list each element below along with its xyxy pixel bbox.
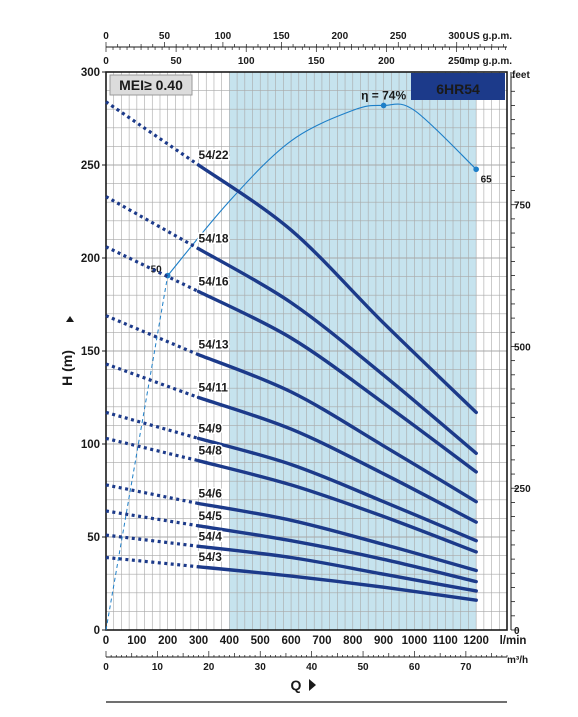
- y-right-tick-label: 0: [514, 626, 520, 637]
- curve-54-11-dashed: [105, 362, 200, 400]
- x-lmin-tick-label: 200: [158, 635, 177, 647]
- curve-label-54-22: 54/22: [199, 148, 229, 162]
- x-impgpm-tick-label: 0: [103, 56, 109, 67]
- x-lmin-tick-label: 700: [312, 635, 331, 647]
- x-usgpm-tick-label: 150: [273, 31, 290, 42]
- curve-54-18-dashed: [105, 195, 200, 251]
- curve-label-54-16: 54/16: [199, 274, 229, 288]
- curve-54-9: [196, 436, 478, 543]
- x-lmin-tick-label: 100: [127, 635, 146, 647]
- x-usgpm-tick-label: 50: [159, 31, 171, 42]
- x-m3h-tick-label: 10: [152, 662, 164, 673]
- curve-54-3: [196, 565, 478, 602]
- y-left-tick-label: 300: [81, 67, 100, 79]
- x-m3h-tick-label: 70: [460, 662, 472, 673]
- curve-54-6: [196, 501, 478, 573]
- x-m3h-tick-label: 60: [409, 662, 421, 673]
- curve-54-3-dashed: [105, 555, 199, 569]
- x-impgpm-tick-label: 50: [171, 56, 183, 67]
- x-usgpm-tick-label: 300: [448, 31, 465, 42]
- mei-label: MEI≥ 0.40: [119, 77, 183, 93]
- x-impgpm-tick-label: 100: [238, 56, 255, 67]
- x-usgpm-unit: US g.p.m.: [466, 31, 512, 42]
- x-usgpm-tick-label: 0: [103, 31, 109, 42]
- efficiency-label-50: 50: [151, 265, 163, 276]
- y-left-axis-title: H (m): [59, 350, 75, 386]
- curve-label-54-13: 54/13: [199, 338, 229, 352]
- curve-54-13: [196, 353, 478, 504]
- curve-54-22: [196, 163, 478, 415]
- model-badge: [411, 73, 505, 100]
- efficiency-curve: [167, 103, 477, 276]
- x-lmin-tick-label: 1100: [433, 635, 458, 647]
- x-lmin-tick-label: 400: [220, 635, 239, 647]
- curve-label-54-4: 54/4: [199, 529, 223, 543]
- y-right-tick-label: 750: [514, 201, 531, 212]
- x-m3h-unit: m³/h: [507, 655, 528, 666]
- x-lmin-tick-label: 900: [374, 635, 393, 647]
- efficiency-point: [380, 102, 387, 109]
- curve-label-54-3: 54/3: [199, 550, 223, 564]
- curve-54-9-dashed: [105, 410, 199, 440]
- efficiency-max-label: η = 74%: [361, 88, 406, 102]
- y-right-tick-label: 250: [514, 484, 531, 495]
- mei-box: [109, 74, 193, 96]
- y-left-tick-label: 50: [87, 532, 100, 544]
- x-axis-arrow-icon: [309, 679, 316, 691]
- curve-54-6-dashed: [105, 483, 199, 506]
- x-lmin-unit: l/min: [500, 635, 527, 647]
- y-left-tick-label: 250: [81, 160, 100, 172]
- curve-54-4: [196, 544, 478, 593]
- curve-54-5: [196, 524, 478, 584]
- x-impgpm-tick-label: 250: [448, 56, 465, 67]
- y-left-tick-label: 0: [94, 625, 100, 637]
- curve-54-4-dashed: [105, 533, 199, 548]
- x-m3h-tick-label: 30: [255, 662, 267, 673]
- efficiency-point: [473, 166, 479, 173]
- x-impgpm-unit: Imp g.p.m.: [462, 56, 512, 67]
- curve-54-13-dashed: [105, 314, 200, 357]
- x-lmin-tick-label: 1000: [402, 635, 428, 647]
- curve-label-54-5: 54/5: [199, 509, 223, 523]
- curve-label-54-9: 54/9: [199, 421, 223, 435]
- x-impgpm-tick-label: 150: [308, 56, 325, 67]
- x-m3h-tick-label: 20: [203, 662, 215, 673]
- x-lmin-tick-label: 300: [189, 635, 208, 647]
- x-impgpm-tick-label: 200: [378, 56, 395, 67]
- y-left-tick-label: 150: [81, 346, 100, 358]
- x-lmin-tick-label: 0: [103, 635, 109, 647]
- curve-54-22-dashed: [105, 100, 200, 167]
- efficiency-label-65: 65: [481, 174, 493, 185]
- x-usgpm-tick-label: 100: [215, 31, 232, 42]
- curve-label-54-6: 54/6: [199, 487, 223, 501]
- y-right-unit: feet: [512, 70, 530, 81]
- model-label: 6HR54: [436, 81, 480, 97]
- x-lmin-tick-label: 800: [343, 635, 362, 647]
- curve-label-54-8: 54/8: [199, 444, 223, 458]
- curve-label-54-11: 54/11: [199, 381, 229, 395]
- x-lmin-tick-label: 500: [251, 635, 270, 647]
- curve-54-16: [196, 289, 478, 474]
- x-lmin-tick-label: 1200: [463, 635, 489, 647]
- curve-54-8: [196, 459, 478, 554]
- curve-54-18: [196, 247, 478, 455]
- x-m3h-tick-label: 0: [103, 662, 109, 673]
- y-right-tick-label: 500: [514, 342, 531, 353]
- y-left-tick-label: 100: [81, 439, 100, 451]
- curve-54-16-dashed: [105, 245, 200, 293]
- x-lmin-tick-label: 600: [281, 635, 300, 647]
- curve-label-54-18: 54/18: [199, 232, 229, 246]
- x-m3h-tick-label: 40: [306, 662, 318, 673]
- curve-54-11: [196, 395, 478, 524]
- curve-54-5-dashed: [105, 509, 199, 528]
- x-usgpm-tick-label: 200: [331, 31, 348, 42]
- curve-54-8-dashed: [105, 436, 199, 463]
- x-axis-title: Q: [291, 677, 302, 693]
- y-axis-arrow-icon: [66, 316, 74, 322]
- x-usgpm-tick-label: 250: [390, 31, 407, 42]
- x-m3h-tick-label: 50: [357, 662, 369, 673]
- y-left-tick-label: 200: [81, 253, 100, 265]
